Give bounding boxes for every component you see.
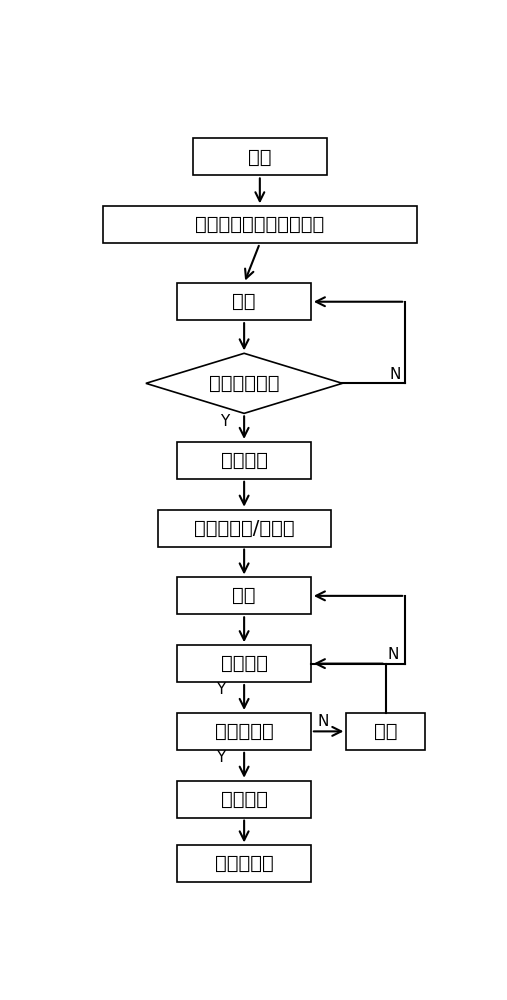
Polygon shape [146,353,342,413]
Text: 过滤后备用: 过滤后备用 [215,854,273,873]
FancyBboxPatch shape [177,283,311,320]
Text: 读入搅拌高度和搅拌速度: 读入搅拌高度和搅拌速度 [195,215,324,234]
Text: 开闸放料: 开闸放料 [221,790,268,809]
Text: 检测波美度: 检测波美度 [215,722,273,741]
FancyBboxPatch shape [177,845,311,882]
Text: N: N [390,367,401,382]
Text: 开始: 开始 [248,147,272,166]
FancyBboxPatch shape [193,138,327,175]
Text: 开启搅拌: 开启搅拌 [221,451,268,470]
Text: 到达搅拌高度: 到达搅拌高度 [209,374,279,393]
FancyBboxPatch shape [177,781,311,818]
Text: Y: Y [220,414,229,429]
Text: N: N [317,714,329,729]
Text: Y: Y [216,682,225,697]
Text: 加热: 加热 [232,586,256,605]
FancyBboxPatch shape [177,645,311,682]
FancyBboxPatch shape [177,713,311,750]
FancyBboxPatch shape [346,713,425,750]
Text: 加水: 加水 [374,722,397,741]
Text: 添加氯化钡/硫酸钠: 添加氯化钡/硫酸钠 [194,519,295,538]
Text: 加水: 加水 [232,292,256,311]
FancyBboxPatch shape [102,206,417,243]
FancyBboxPatch shape [158,510,331,547]
Text: 完全溶解: 完全溶解 [221,654,268,673]
Text: Y: Y [216,750,225,765]
FancyBboxPatch shape [177,577,311,614]
Text: N: N [388,647,399,662]
FancyBboxPatch shape [177,442,311,479]
